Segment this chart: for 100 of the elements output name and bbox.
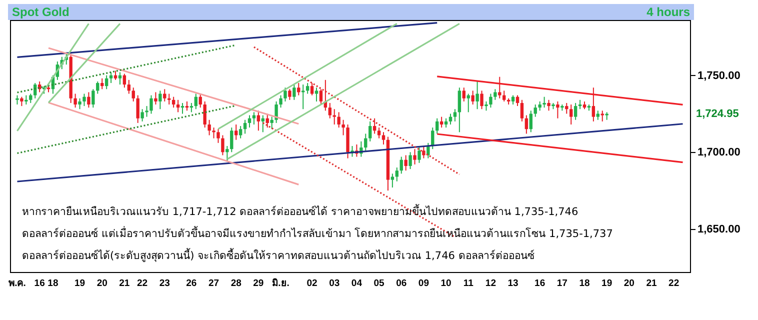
x-tick-label: พ.ค. [8,278,26,289]
candlestick [377,127,381,139]
candlestick [422,146,426,159]
candlestick [243,119,247,134]
candlestick [466,93,470,113]
candlestick [408,152,412,170]
x-tick-label: 26 [186,278,197,289]
candlestick [570,104,573,125]
candlestick [471,90,474,106]
candlestick [82,93,86,107]
candlestick [390,173,394,188]
candlestick [261,114,264,133]
x-tick-label: 04 [351,278,363,289]
x-tick-label: 09 [418,278,429,289]
candlestick [534,104,537,118]
x-tick-label: 18 [579,278,590,289]
candlestick [400,156,403,174]
x-tick-label: 22 [668,278,680,289]
candlestick [440,116,444,128]
candlestick [484,100,488,112]
candlestick [404,154,408,172]
candlestick [489,93,492,108]
candlestick [256,110,260,132]
chart-subtitle: 4 hours [646,5,690,19]
candlestick [158,90,162,110]
x-tick-label: 05 [374,278,386,289]
candlestick [395,167,398,182]
candlestick [118,72,122,86]
candlestick [221,134,224,156]
x-tick-label: มิ.ย. [272,278,290,289]
candlestick [109,72,113,84]
candlestick [529,110,532,133]
candlestick [476,80,479,110]
candlestick [364,133,368,152]
candlestick [302,84,305,110]
candlestick [208,119,211,136]
candlestick [382,132,386,145]
x-tick-label: 13 [508,278,518,289]
candlestick [176,99,180,113]
x-tick-label: 23 [159,278,170,289]
x-tick-label: 17 [556,278,568,289]
candlestick [306,82,310,94]
candlestick [547,99,550,112]
candlestick [288,88,292,100]
candlestick [332,108,336,125]
candlestick [556,100,560,119]
candlestick [418,147,421,164]
candlestick [284,87,287,102]
candlestick [74,93,77,108]
candlestick [100,78,104,90]
candlestick [145,106,148,118]
candlestick [274,100,278,124]
candlestick [453,108,457,122]
x-tick-label: 12 [485,278,496,289]
x-tick-label: 20 [96,278,108,289]
candlestick [172,96,176,108]
x-tick-label: 27 [208,278,220,289]
candlestick [212,127,216,139]
x-tick-label: 10 [440,278,452,289]
x-tick-label: 28 [230,278,242,289]
candlestick [368,120,372,142]
annotation: ดอลลาร์ต่อออนซ์ได้(ระดับสูงสุดวานนี้) จะเกิดซื้อดันให้ราคาทดสอบแนวต้านถัดไปบริเวณ 1,746 ดอลลาร์ต่อออนซ์ [22,248,534,262]
x-tick-label: 03 [329,278,340,289]
candlestick [114,70,118,80]
candlestick [20,96,24,107]
candlestick [596,110,600,120]
candlestick [502,90,506,102]
candlestick [238,126,242,139]
candlestick [462,87,466,102]
candlestick [252,112,256,125]
candlestick [234,124,238,140]
candlestick [24,94,28,106]
x-tick-label: 11 [463,278,474,289]
candlestick [372,118,376,134]
x-tick-label: 20 [624,278,634,289]
candlestick [96,80,100,94]
y-tick-label: 1,750.00 [698,70,740,82]
candlestick [337,112,340,128]
candlestick [524,114,528,134]
candlestick [203,100,206,128]
candlestick [87,92,90,108]
text: 1,724.95 [696,108,739,120]
candlestick [216,128,220,144]
candlestick [190,102,194,113]
candlestick [122,73,126,88]
candlestick [480,90,484,110]
candlestick [180,102,184,114]
candlestick [565,102,568,114]
x-tick-label: 22 [137,278,148,289]
candlestick [542,96,546,108]
y-tick-label: 1,650.00 [698,223,740,236]
candlestick [104,74,108,90]
chart-title: Spot Gold [12,5,70,19]
candlestick [600,110,604,122]
candlestick [342,119,345,136]
x-tick-label: 19 [74,278,86,289]
candlestick [150,94,153,114]
candlestick [448,113,452,125]
candlestick [310,82,314,96]
x-tick-label: 21 [119,278,130,289]
